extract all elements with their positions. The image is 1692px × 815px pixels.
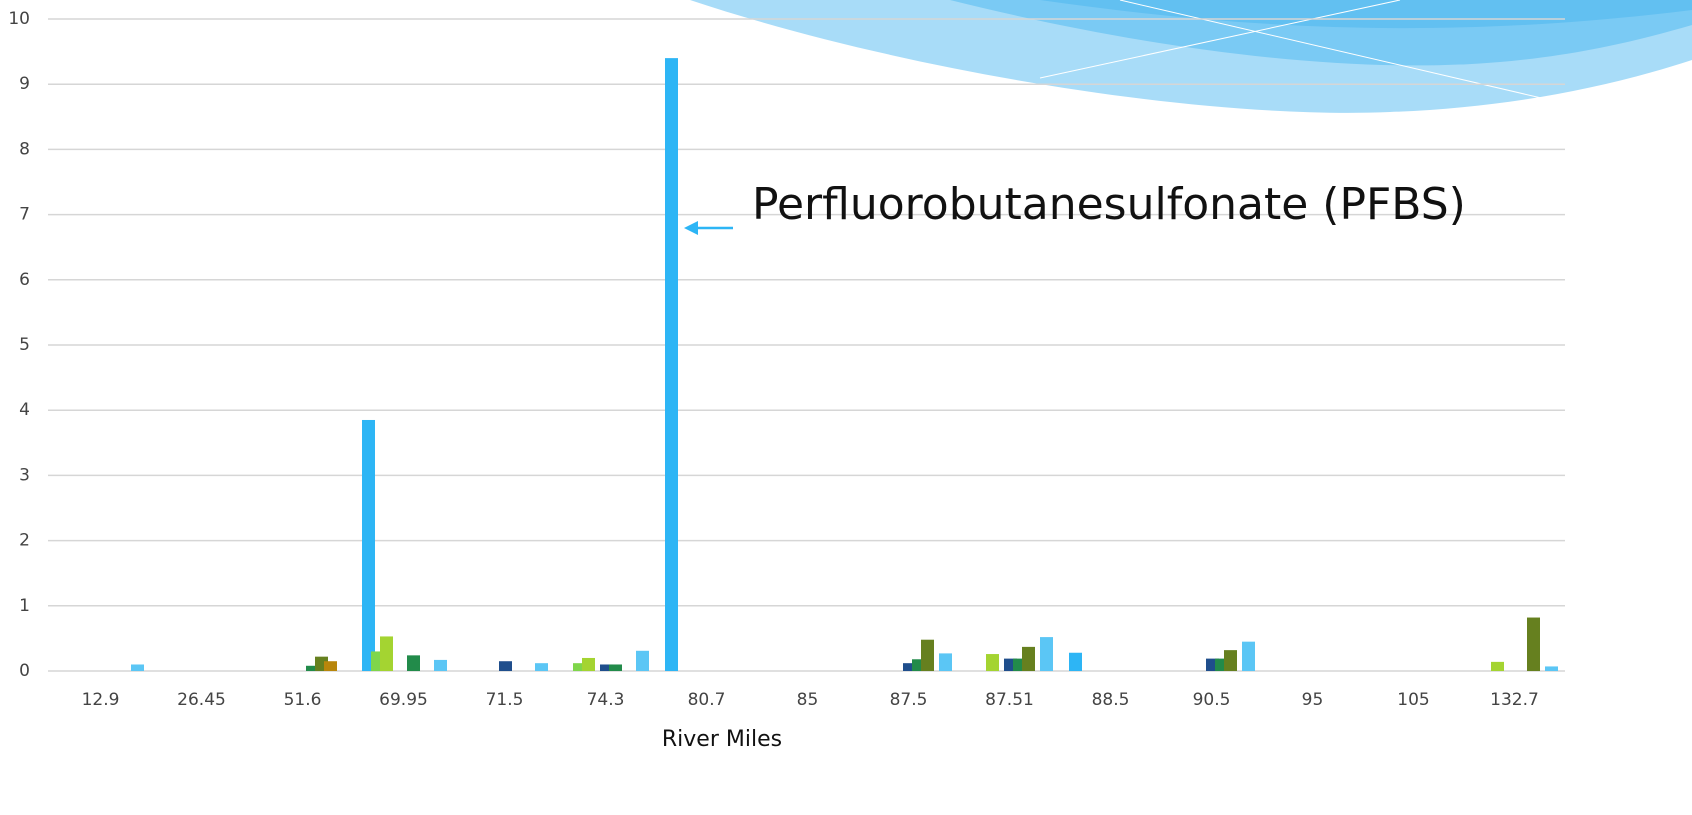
bar <box>1491 661 1504 671</box>
y-tick-label: 8 <box>19 139 30 159</box>
y-tick-label: 4 <box>19 400 30 420</box>
bar <box>1527 617 1540 671</box>
y-tick-label: 6 <box>19 270 30 290</box>
x-tick-label: 74.3 <box>587 690 625 710</box>
x-tick-label: 87.5 <box>890 690 928 710</box>
bar <box>903 663 916 671</box>
y-tick-label: 7 <box>19 205 30 225</box>
x-tick-label: 105 <box>1397 690 1429 710</box>
y-tick-label: 3 <box>19 465 30 485</box>
bar <box>499 661 512 671</box>
x-tick-label: 95 <box>1302 690 1324 710</box>
x-tick-label: 69.95 <box>379 690 428 710</box>
x-tick-label: 12.9 <box>82 690 120 710</box>
bar <box>324 661 337 671</box>
x-tick-label: 88.5 <box>1092 690 1130 710</box>
bar <box>1545 666 1558 671</box>
x-tick-label: 132.7 <box>1490 690 1539 710</box>
bar <box>380 636 393 671</box>
bar <box>434 659 447 671</box>
decoration <box>690 0 1692 113</box>
annotation: Perfluorobutanesulfonate (PFBS) <box>752 179 1466 230</box>
bar <box>573 663 586 671</box>
bar <box>609 664 622 671</box>
bar <box>1224 650 1237 671</box>
bar <box>407 655 420 671</box>
bar <box>306 665 319 671</box>
bar <box>582 657 595 671</box>
y-tick-label: 10 <box>8 9 30 29</box>
y-tick-label: 1 <box>19 596 30 616</box>
x-tick-label: 80.7 <box>688 690 726 710</box>
y-tick-label: 5 <box>19 335 30 355</box>
bars <box>131 58 1558 672</box>
y-tick-label: 9 <box>19 74 30 94</box>
bar <box>362 419 375 671</box>
bar <box>912 659 925 671</box>
bar <box>1040 637 1053 671</box>
annotation-arrowhead <box>684 221 698 235</box>
bar <box>921 639 934 671</box>
x-tick-label: 51.6 <box>284 690 322 710</box>
bar <box>636 650 649 671</box>
bar <box>600 664 613 671</box>
bar <box>986 654 999 671</box>
y-tick-label: 2 <box>19 531 30 551</box>
x-tick-label: 71.5 <box>486 690 524 710</box>
bar <box>1242 641 1255 671</box>
y-tick-label: 0 <box>19 661 30 681</box>
bar <box>939 653 952 671</box>
bar <box>1022 646 1035 671</box>
x-tick-label: 26.45 <box>177 690 226 710</box>
bar <box>131 664 144 671</box>
x-axis-title: River Miles <box>662 727 782 752</box>
bar <box>1069 652 1082 671</box>
bar <box>665 58 678 672</box>
x-tick-label: 87.51 <box>985 690 1034 710</box>
x-tick-label: 90.5 <box>1193 690 1231 710</box>
bar <box>535 663 548 671</box>
x-tick-label: 85 <box>797 690 819 710</box>
grid: 0 1 2 3 4 5 6 7 8 9 10 12.9 26.45 51.6 69.95 71.5 74.3 80… <box>8 9 1565 710</box>
